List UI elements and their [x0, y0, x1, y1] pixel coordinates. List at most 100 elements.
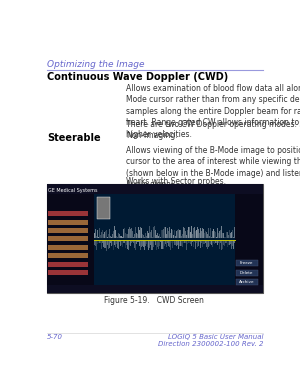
Bar [188, 227, 189, 238]
Bar [208, 241, 209, 247]
Bar [134, 241, 135, 248]
Bar [131, 229, 132, 238]
Bar [174, 230, 175, 238]
Bar [195, 241, 196, 249]
Bar [153, 227, 154, 238]
Bar [176, 241, 177, 246]
Bar [166, 241, 167, 247]
Bar [207, 234, 208, 238]
Bar [192, 234, 193, 238]
Bar [210, 229, 211, 238]
Bar [48, 253, 88, 258]
Bar [177, 241, 178, 245]
Bar [216, 241, 217, 242]
Bar [139, 241, 140, 246]
Bar [161, 241, 162, 251]
Bar [124, 229, 125, 238]
Bar [135, 227, 136, 238]
Bar [48, 220, 88, 225]
Bar [126, 234, 127, 238]
Bar [136, 235, 137, 238]
Bar [218, 241, 219, 250]
Bar [199, 241, 200, 242]
Bar [204, 227, 205, 238]
Bar [200, 228, 201, 238]
Bar [217, 241, 218, 246]
Bar [125, 241, 126, 248]
Bar [152, 237, 153, 238]
Bar [111, 237, 112, 238]
Bar [180, 241, 181, 246]
Bar [168, 231, 169, 238]
Bar [203, 241, 204, 244]
Bar [106, 230, 107, 238]
Bar [184, 241, 185, 243]
Bar [227, 241, 228, 246]
Bar [123, 229, 124, 238]
Bar [182, 241, 183, 248]
Bar [116, 236, 117, 238]
Bar [181, 236, 182, 238]
Bar [179, 230, 180, 238]
Bar [135, 241, 136, 250]
Bar [186, 241, 187, 250]
Bar [190, 241, 191, 244]
Bar [127, 234, 128, 238]
Bar [105, 241, 106, 248]
Bar [99, 241, 100, 243]
Bar [137, 234, 138, 238]
Bar [224, 241, 225, 246]
Bar [185, 241, 186, 244]
Bar [48, 262, 88, 267]
Bar [213, 229, 214, 238]
Bar [189, 227, 190, 238]
Bar [107, 241, 108, 245]
Bar [117, 237, 118, 238]
Bar [48, 228, 88, 233]
Bar [165, 241, 166, 244]
Bar [110, 241, 111, 243]
Bar [201, 232, 202, 238]
Bar [225, 237, 226, 238]
Bar [202, 228, 203, 238]
Bar [223, 233, 224, 238]
Bar [171, 229, 172, 238]
Bar [128, 241, 129, 251]
Bar [230, 241, 231, 244]
Bar [119, 234, 120, 238]
Bar [200, 241, 201, 248]
Bar [221, 241, 222, 250]
Bar [113, 231, 114, 238]
Bar [98, 241, 99, 243]
Bar [130, 229, 131, 238]
Bar [115, 241, 116, 250]
Bar [168, 241, 169, 246]
Bar [226, 241, 227, 243]
Bar [148, 241, 149, 250]
Bar [140, 241, 141, 250]
Text: Archive: Archive [239, 281, 255, 284]
Bar [102, 241, 103, 243]
Bar [231, 232, 232, 238]
Bar [142, 234, 143, 238]
Bar [102, 230, 103, 238]
Bar [121, 236, 122, 238]
Bar [141, 241, 142, 248]
Bar [215, 241, 216, 243]
Text: Optimizing the Image: Optimizing the Image [47, 60, 144, 69]
Text: LOGIQ 5 Basic User Manual
Direction 2300002-100 Rev. 2: LOGIQ 5 Basic User Manual Direction 2300… [158, 334, 263, 348]
Bar [178, 229, 179, 238]
Bar [167, 241, 168, 243]
Bar [197, 241, 198, 247]
Bar [220, 241, 221, 243]
Bar [130, 241, 131, 246]
Bar [163, 241, 164, 249]
Bar [97, 241, 98, 250]
Bar [170, 234, 171, 238]
Bar [206, 232, 207, 238]
Bar [209, 236, 210, 238]
Bar [228, 241, 229, 245]
Bar [203, 229, 204, 238]
Bar [117, 241, 118, 248]
Bar [166, 234, 167, 238]
